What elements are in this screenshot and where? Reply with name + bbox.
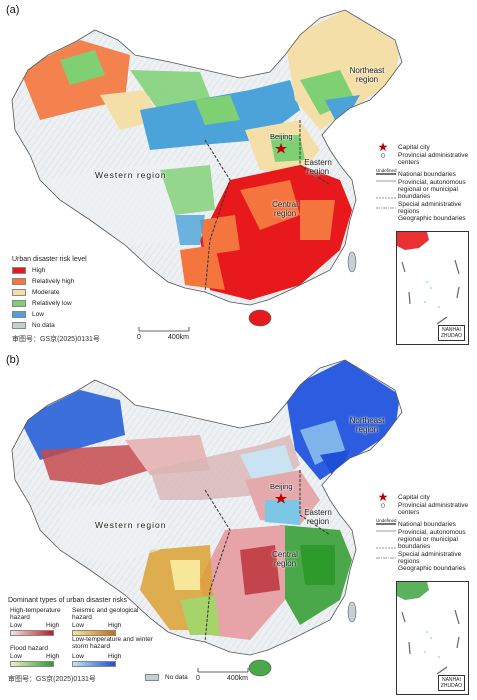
panel-a: (a) <box>6 4 469 345</box>
seismic-gradient <box>72 630 116 636</box>
legend-label: High <box>32 267 46 274</box>
legend-national-boundaries: National boundaries <box>398 171 456 178</box>
legend-provincial-centers: Provincial administrative centers <box>398 502 469 516</box>
capital-city-icon <box>378 492 388 501</box>
scale-start-b: 0 <box>196 675 200 682</box>
western-region-label: Western region <box>95 170 167 180</box>
northeast-region-label: Northeast region <box>349 66 385 84</box>
provincial-center-icon <box>380 503 386 508</box>
hazard-name: Flood hazard <box>10 645 48 652</box>
legend-b-symbols <box>378 492 388 508</box>
hazard-high: High <box>46 622 60 629</box>
legend-swatch <box>12 322 26 329</box>
beijing-label: Beijing <box>270 482 293 491</box>
legend-label: Relatively high <box>32 278 75 285</box>
low-temp-gradient <box>72 661 116 667</box>
scale-end-b: 400km <box>227 675 249 682</box>
legend-b-title: Dominant types of urban disaster risks <box>8 597 128 604</box>
legend-swatch <box>12 267 26 274</box>
legend-a-item: Relatively low <box>12 299 72 308</box>
hazard-name: High-temperature hazard <box>10 607 61 621</box>
legend-swatch <box>145 674 159 681</box>
scale-end-a: 400km <box>168 334 190 341</box>
nanhai-zhudao-label-b: NANHAI ZHUDAO <box>437 675 465 691</box>
scale-bar-a <box>138 327 190 332</box>
nanhai-zhudao-label-a: NANHAI ZHUDAO <box>437 325 465 341</box>
legend-label: No data <box>32 322 55 329</box>
china-risk-map <box>11 9 403 327</box>
hazard-high: High <box>108 622 122 629</box>
legend-a-item: Low <box>12 310 44 319</box>
legend-label: Low <box>32 311 44 318</box>
legend-a-title: Urban disaster risk level <box>12 256 87 263</box>
legend-a-item: Relatively high <box>12 277 74 286</box>
panel-b-label: (b) <box>6 354 20 366</box>
approval-number-a: 审图号：GS京(2025)0131号 <box>12 336 100 343</box>
legend-undefined: Undefined <box>376 168 397 173</box>
legend-a-item: No data <box>12 321 55 330</box>
approval-number-b: 审图号：GS京(2025)0131号 <box>8 676 96 683</box>
legend-a-item: High <box>12 266 45 275</box>
legend-label: Relatively low <box>32 300 72 307</box>
legend-swatch <box>12 278 26 285</box>
high-temp-gradient <box>10 630 54 636</box>
beijing-label: Beijing <box>270 132 293 141</box>
hazard-name: Low-temperature and winter storm hazard <box>72 636 153 650</box>
legend-a-lines <box>376 173 396 209</box>
inset-map-b <box>397 582 460 675</box>
legend-capital-city: Capital city <box>398 144 430 151</box>
capital-star-icon <box>275 143 287 154</box>
south-china-sea-inset-a: NANHAI ZHUDAO <box>396 231 469 345</box>
legend-provincial-boundaries: Provincial, autonomous regional or munic… <box>398 529 466 550</box>
flood-gradient <box>10 661 54 667</box>
legend-national-boundaries: National boundaries <box>398 521 456 528</box>
legend-swatch <box>12 289 26 296</box>
central-region-label: Central region <box>272 200 298 218</box>
legend-swatch <box>12 300 26 307</box>
northeast-region-label: Northeast region <box>349 416 385 434</box>
hazard-low: Low <box>72 653 84 660</box>
hazard-high: High <box>46 653 60 660</box>
capital-star-icon <box>275 493 287 504</box>
hazard-high: High <box>108 653 122 660</box>
legend-b-no-data: No data <box>145 673 188 682</box>
provincial-center-icon <box>380 153 386 158</box>
legend-provincial-boundaries: Provincial, autonomous regional or munic… <box>398 179 466 200</box>
legend-label: No data <box>165 674 188 681</box>
central-region-label: Central region <box>272 550 298 568</box>
legend-special-admin: Special administrative regions <box>398 201 462 215</box>
panel-b: (b) <box>0 350 477 700</box>
legend-swatch <box>12 311 26 318</box>
legend-capital-city: Capital city <box>398 494 430 501</box>
legend-geographic: Geographic boundaries <box>398 565 466 572</box>
legend-special-admin: Special administrative regions <box>398 551 462 565</box>
hazard-low: Low <box>10 622 22 629</box>
eastern-region-label: Eastern region <box>304 158 332 176</box>
legend-provincial-centers: Provincial administrative centers <box>398 152 469 166</box>
western-region-label: Western region <box>95 520 167 530</box>
capital-city-icon <box>378 142 388 151</box>
hazard-low: Low <box>72 622 84 629</box>
hazard-name: Seismic and geological hazard <box>72 607 139 621</box>
china-dominant-hazard-map <box>11 359 403 677</box>
inset-map-a <box>397 232 460 325</box>
legend-a-item: Moderate <box>12 288 59 297</box>
legend-b-lines <box>376 523 396 559</box>
south-china-sea-inset-b: NANHAI ZHUDAO <box>396 581 469 695</box>
eastern-region-label: Eastern region <box>304 508 332 526</box>
legend-a-symbols <box>378 142 388 158</box>
scale-start-a: 0 <box>137 334 141 341</box>
legend-undefined: Undefined <box>376 518 397 523</box>
panel-a-label: (a) <box>6 4 20 16</box>
legend-geographic: Geographic boundaries <box>398 215 466 222</box>
scale-bar-b <box>197 668 249 673</box>
hazard-low: Low <box>10 653 22 660</box>
legend-label: Moderate <box>32 289 60 296</box>
